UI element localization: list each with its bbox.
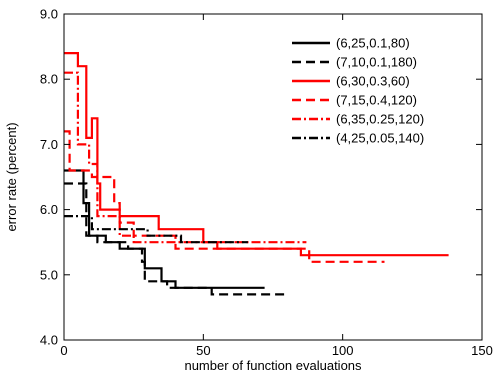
y-tick-label: 5.0 [40, 267, 58, 282]
series-line-2 [64, 182, 287, 296]
legend-label: (6,35,0.25,120) [336, 112, 424, 127]
y-axis-label: error rate (percent) [4, 122, 19, 231]
y-tick-label: 6.0 [40, 202, 58, 217]
y-tick-label: 8.0 [40, 72, 58, 87]
y-tick-label: 9.0 [40, 7, 58, 22]
plot-frame [63, 13, 483, 341]
x-tick-label: 50 [196, 343, 210, 358]
x-tick-label: 150 [471, 343, 493, 358]
x-axis-label: number of function evaluations [184, 358, 362, 373]
x-tick-label: 0 [60, 343, 67, 358]
y-tick-label: 4.0 [40, 333, 58, 348]
series-line-6 [64, 215, 248, 244]
legend-label: (7,15,0.4,120) [336, 93, 417, 108]
y-tick-label: 7.0 [40, 137, 58, 152]
series-line-4 [64, 130, 385, 263]
series-layer [64, 52, 449, 296]
legend-label: (4,25,0.05,140) [336, 131, 424, 146]
series-line-3 [64, 52, 449, 257]
legend: (6,25,0.1,80) (7,10,0.1,180) (6,30,0.3,60)… [292, 36, 424, 146]
legend-label: (7,10,0.1,180) [336, 55, 417, 70]
series-line-5 [64, 71, 307, 244]
legend-label: (6,30,0.3,60) [336, 74, 410, 89]
x-tick-label: 100 [332, 343, 354, 358]
ticks-layer: 0 50 100 150 4.0 5.0 6.0 7.0 8.0 9.0 [40, 7, 493, 359]
legend-label: (6,25,0.1,80) [336, 36, 410, 51]
